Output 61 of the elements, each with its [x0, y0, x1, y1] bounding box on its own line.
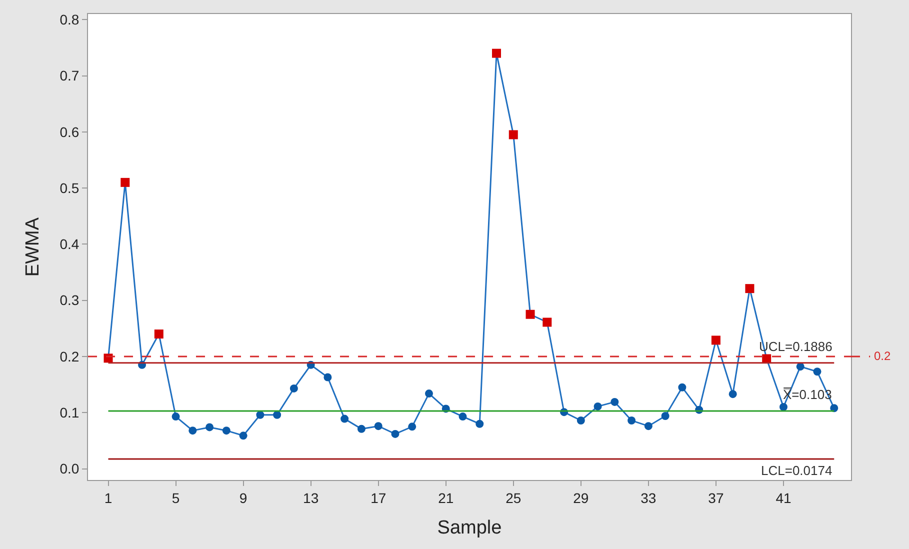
point [120, 178, 130, 187]
point [644, 422, 652, 430]
x-tick-label: 17 [370, 490, 386, 506]
x-tick-label: 9 [239, 490, 248, 506]
point [256, 410, 264, 419]
point [458, 412, 467, 421]
point [678, 383, 686, 392]
y-tick-label: 0.6 [60, 124, 80, 140]
x-tick-label: 41 [776, 490, 792, 506]
point [188, 426, 197, 435]
y-axis-title: EWMA [22, 217, 44, 277]
point [290, 384, 298, 392]
x-tick-label: 1 [104, 490, 112, 506]
point [542, 318, 552, 327]
point [357, 424, 366, 433]
point [745, 284, 754, 294]
ref-line-label: 0.2 [874, 349, 892, 363]
point [711, 336, 720, 345]
point [172, 412, 180, 421]
x-tick-label: 29 [573, 490, 589, 506]
point [222, 426, 230, 435]
point [391, 430, 400, 438]
ref-line-label: LCL=0.0174 [761, 463, 832, 478]
x-tick-label: 13 [303, 490, 319, 506]
point [661, 412, 670, 420]
point [154, 330, 164, 339]
y-tick-label: 0.4 [60, 236, 80, 252]
point [340, 414, 349, 423]
x-tick-label: 25 [506, 490, 522, 506]
point [206, 423, 214, 432]
point [273, 410, 282, 419]
y-tick-label: 0.2 [60, 348, 80, 364]
point [628, 416, 636, 424]
point [374, 422, 382, 430]
x-tick-label: 5 [172, 490, 180, 506]
point [610, 398, 619, 406]
point [796, 362, 804, 371]
point [813, 368, 822, 376]
point [324, 373, 332, 382]
y-tick-label: 0.8 [60, 12, 80, 28]
y-tick-label: 0.1 [60, 404, 80, 421]
x-tick-label: 37 [708, 490, 724, 506]
y-tick-label: 0.7 [60, 68, 80, 84]
point [576, 416, 585, 424]
y-tick-label: 0.0 [60, 460, 80, 477]
x-tick-label: 33 [640, 490, 656, 506]
point [526, 310, 535, 319]
x-tick-label: 21 [438, 490, 454, 506]
point [594, 402, 602, 410]
x-axis-title: Sample [437, 518, 502, 539]
point [239, 432, 248, 440]
point [728, 390, 737, 398]
point [779, 403, 788, 412]
point [408, 422, 416, 431]
point [508, 130, 518, 140]
point [830, 404, 838, 412]
y-tick-label: 0.3 [60, 292, 80, 308]
point [424, 390, 433, 398]
point [492, 48, 502, 58]
point [476, 420, 484, 428]
y-tick-label: 0.5 [60, 180, 80, 196]
